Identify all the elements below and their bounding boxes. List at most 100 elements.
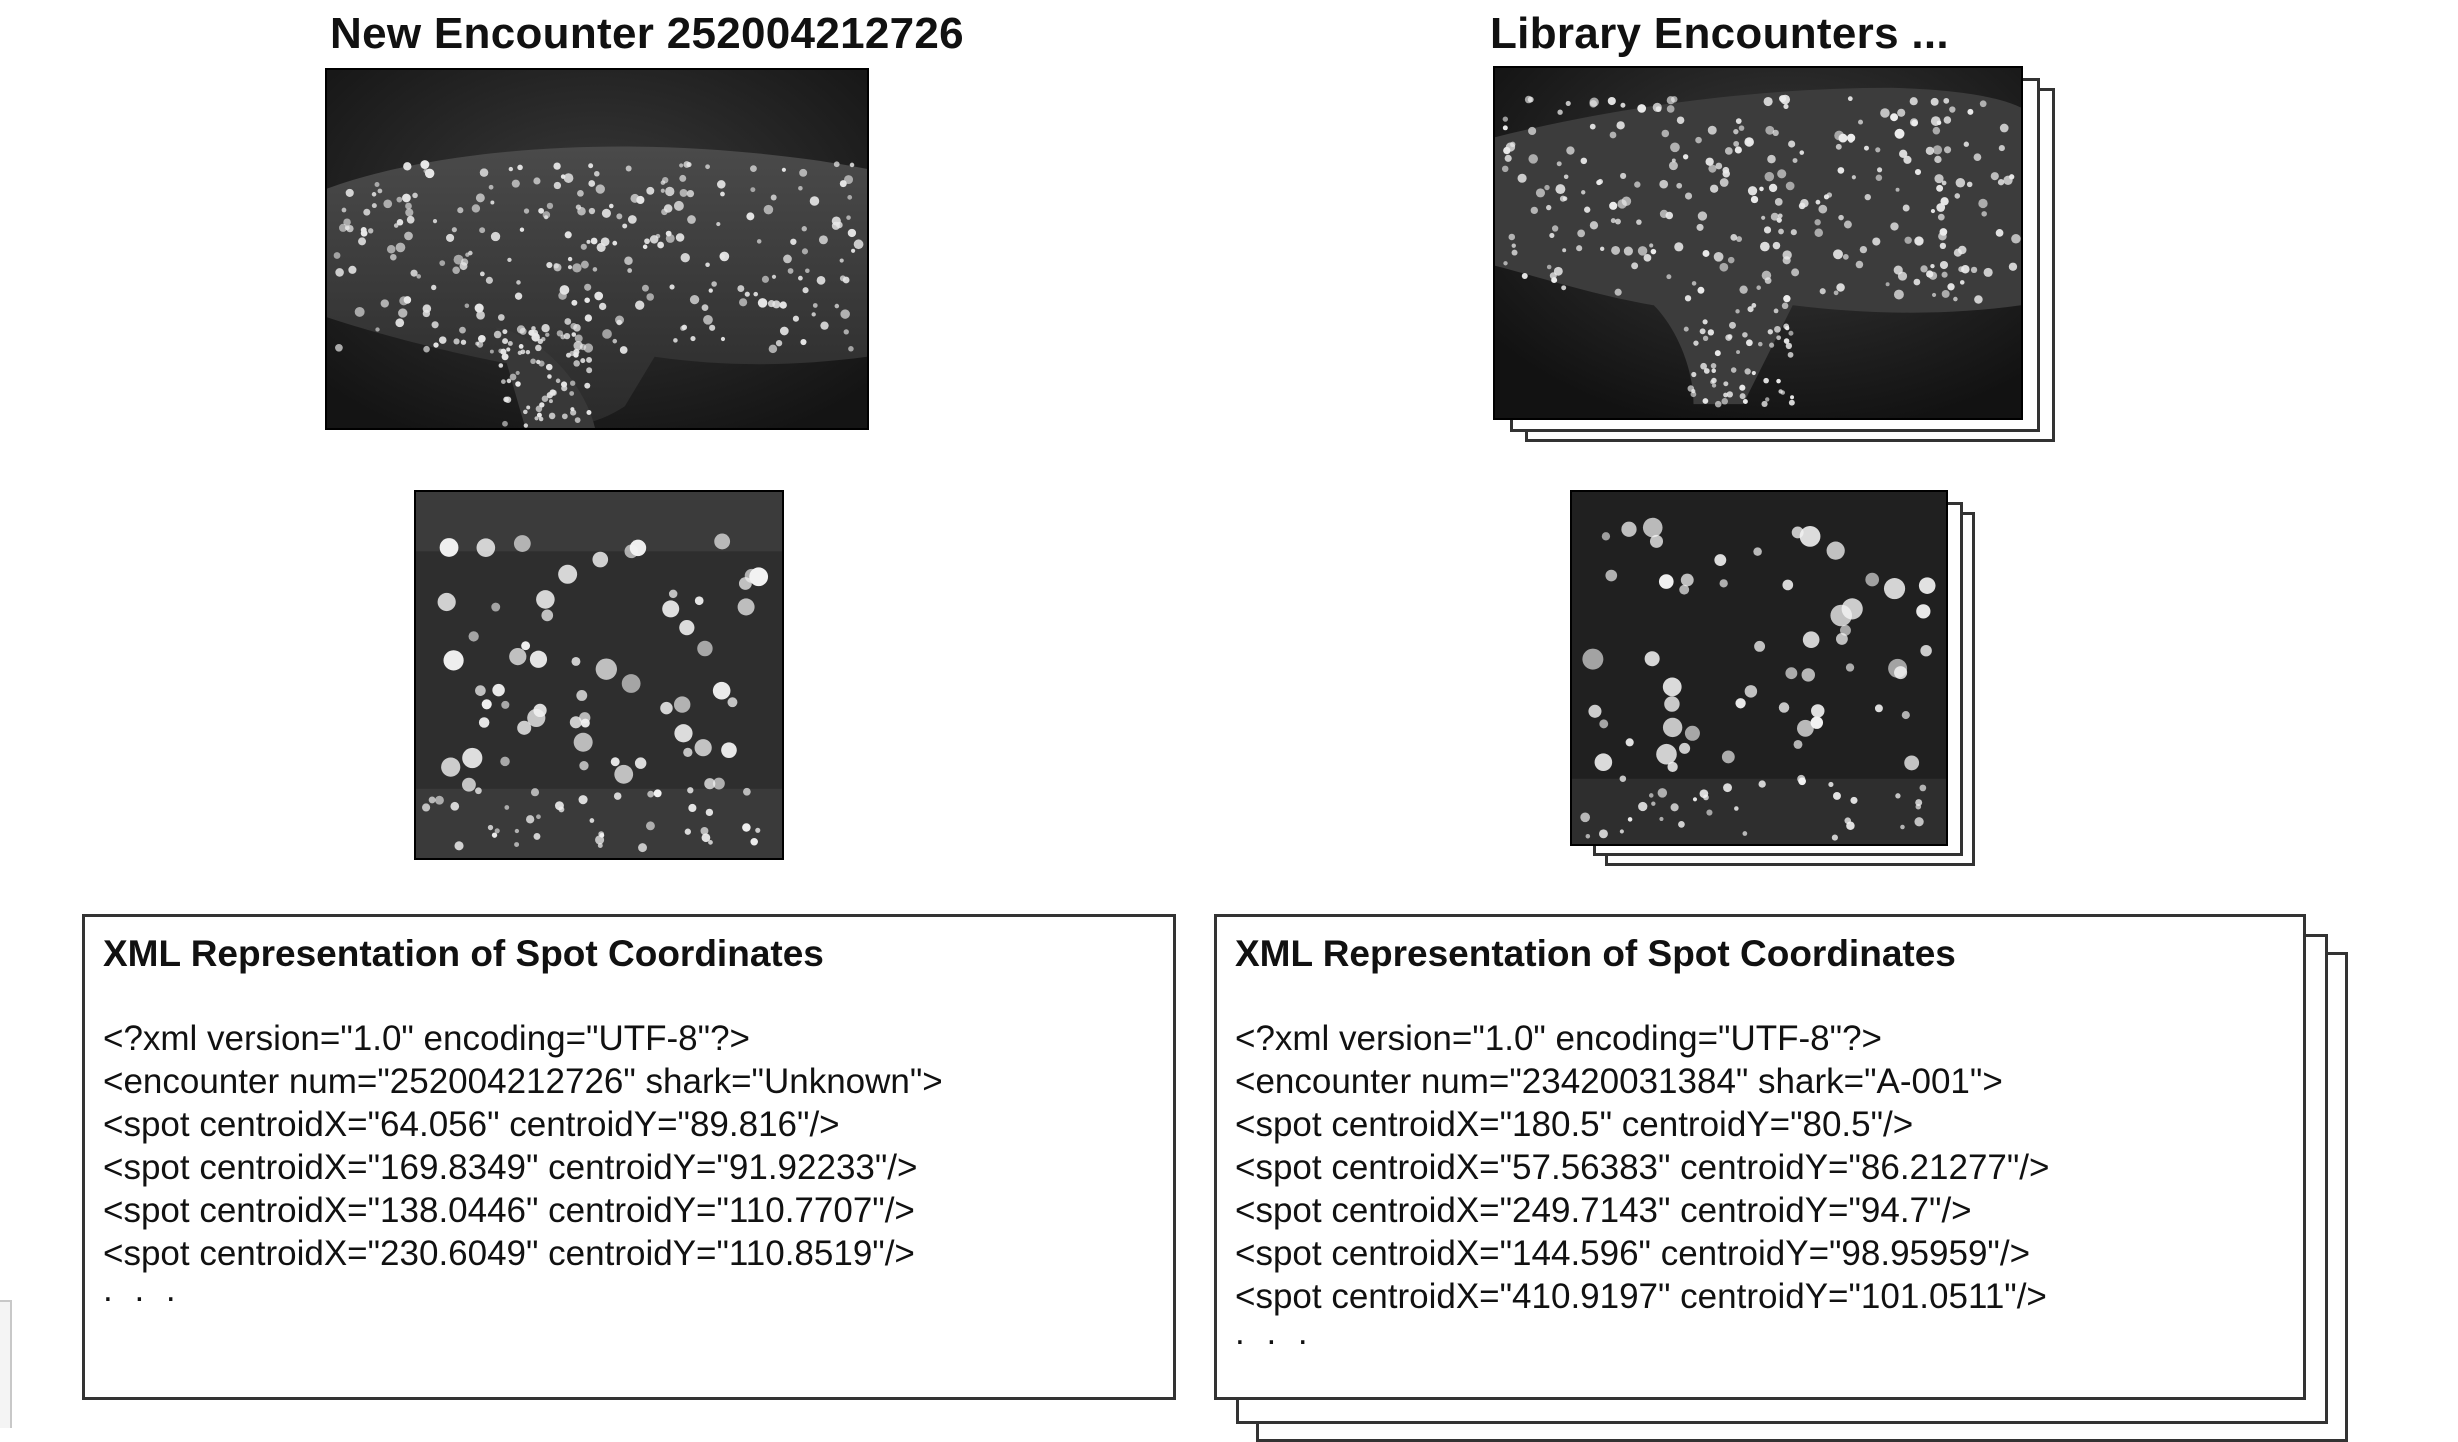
shark-spot: [689, 294, 700, 305]
shark-spot: [1756, 285, 1761, 290]
shark-spot: [1763, 226, 1772, 234]
shark-spot: [1828, 781, 1834, 788]
xml-box-heading: XML Representation of Spot Coordinates: [103, 933, 824, 974]
shark-spot: [616, 319, 623, 326]
shark-spot: [1607, 96, 1616, 106]
shark-spot: [412, 192, 418, 199]
shark-spot: [714, 533, 731, 550]
shark-spot: [1610, 218, 1616, 224]
shark-spot: [579, 343, 587, 351]
shark-spot: [479, 271, 485, 277]
shark-spot: [1549, 232, 1555, 239]
shark-spot: [755, 827, 761, 833]
shark-spot: [705, 808, 714, 817]
shark-spot: [478, 717, 490, 728]
xml-code-lines: <?xml version="1.0" encoding="UTF-8"?> <e…: [103, 1017, 943, 1307]
shark-spot: [1799, 526, 1821, 547]
shark-spot: [1835, 632, 1848, 645]
shark-spot: [1596, 179, 1602, 186]
shark-spot: [1792, 158, 1798, 164]
shark-spot: [1925, 146, 1935, 156]
shark-spot: [679, 163, 684, 168]
shark-spot: [1831, 834, 1838, 841]
shark-spot: [1697, 286, 1705, 294]
shark-spot: [1772, 241, 1781, 250]
shark-spot: [1594, 753, 1613, 772]
shark-spot: [1855, 260, 1864, 269]
shark-spot: [501, 353, 509, 361]
shark-spot: [1588, 704, 1602, 718]
shark-spot: [1847, 96, 1853, 102]
shark-spot: [542, 211, 551, 219]
shark-spot: [479, 168, 489, 177]
shark-spot: [1634, 181, 1641, 188]
shark-spot: [1502, 125, 1508, 131]
xml-line: <spot centroidX="249.7143" centroidY="94…: [1235, 1191, 1972, 1230]
shark-spot: [477, 334, 486, 343]
shark-spot: [787, 268, 794, 274]
shark-spot: [668, 589, 678, 599]
shark-spot: [1785, 181, 1795, 191]
shark-spot: [742, 823, 751, 832]
shark-spot: [488, 184, 494, 190]
shark-spot: [602, 329, 612, 339]
shark-spot: [1874, 704, 1883, 713]
shark-spot: [374, 182, 380, 187]
shark-spot: [1656, 743, 1677, 765]
shark-spot: [1659, 179, 1669, 189]
shark-spot: [508, 166, 514, 172]
shark-spot: [1736, 236, 1743, 243]
shark-spot: [344, 225, 350, 231]
shark-spot: [410, 269, 418, 277]
shark-spot: [571, 656, 581, 666]
shark-spot: [577, 189, 584, 197]
shark-spot: [1733, 129, 1739, 135]
shark-spot: [1875, 174, 1883, 182]
shark-spot: [545, 363, 553, 371]
shark-spot: [1776, 217, 1782, 223]
shark-spot: [1932, 126, 1941, 135]
shark-spot: [474, 303, 484, 313]
shark-spot: [592, 267, 598, 272]
shark-spot: [571, 299, 578, 306]
xml-box-heading: XML Representation of Spot Coordinates: [1235, 933, 1956, 974]
shark-spot: [1690, 391, 1697, 398]
shark-spot: [619, 346, 628, 354]
shark-spot: [1638, 801, 1648, 812]
shark-spot: [2008, 174, 2015, 180]
shark-spot: [509, 373, 517, 381]
shark-spot: [1934, 155, 1942, 164]
shark-spot: [1900, 824, 1905, 830]
shark-spot: [1719, 262, 1729, 272]
shark-spot: [1790, 229, 1797, 236]
xml-line: <spot centroidX="57.56383" centroidY="86…: [1235, 1148, 2050, 1187]
shark-spot: [700, 826, 709, 835]
shark-spot: [1557, 109, 1563, 115]
shark-spot: [1649, 243, 1654, 248]
shark-spot: [588, 207, 596, 215]
shark-spot: [1767, 329, 1773, 335]
shark-spot: [612, 338, 618, 344]
shark-spot: [1582, 648, 1604, 670]
shark-spot: [1702, 398, 1709, 404]
shark-spot: [1589, 97, 1599, 107]
shark-spot: [1722, 166, 1730, 174]
shark-spot: [1819, 288, 1826, 295]
shark-spot: [1837, 167, 1845, 174]
shark-spot: [516, 280, 521, 285]
shark-spot: [579, 761, 589, 771]
shark-spot: [694, 739, 712, 757]
shark-spot: [1553, 266, 1563, 276]
shark-spot: [476, 538, 496, 557]
shark-spot: [586, 410, 592, 415]
shark-spot: [546, 392, 554, 399]
shark-spot: [1666, 105, 1675, 113]
shark-spot: [683, 161, 691, 168]
shark-spot: [1875, 147, 1881, 153]
shark-spot: [1914, 817, 1924, 827]
shark-spot: [686, 189, 695, 198]
shark-spot: [1511, 243, 1516, 248]
shark-spot: [579, 712, 591, 724]
shark-spot: [1961, 264, 1970, 274]
shark-spot: [1851, 175, 1856, 180]
